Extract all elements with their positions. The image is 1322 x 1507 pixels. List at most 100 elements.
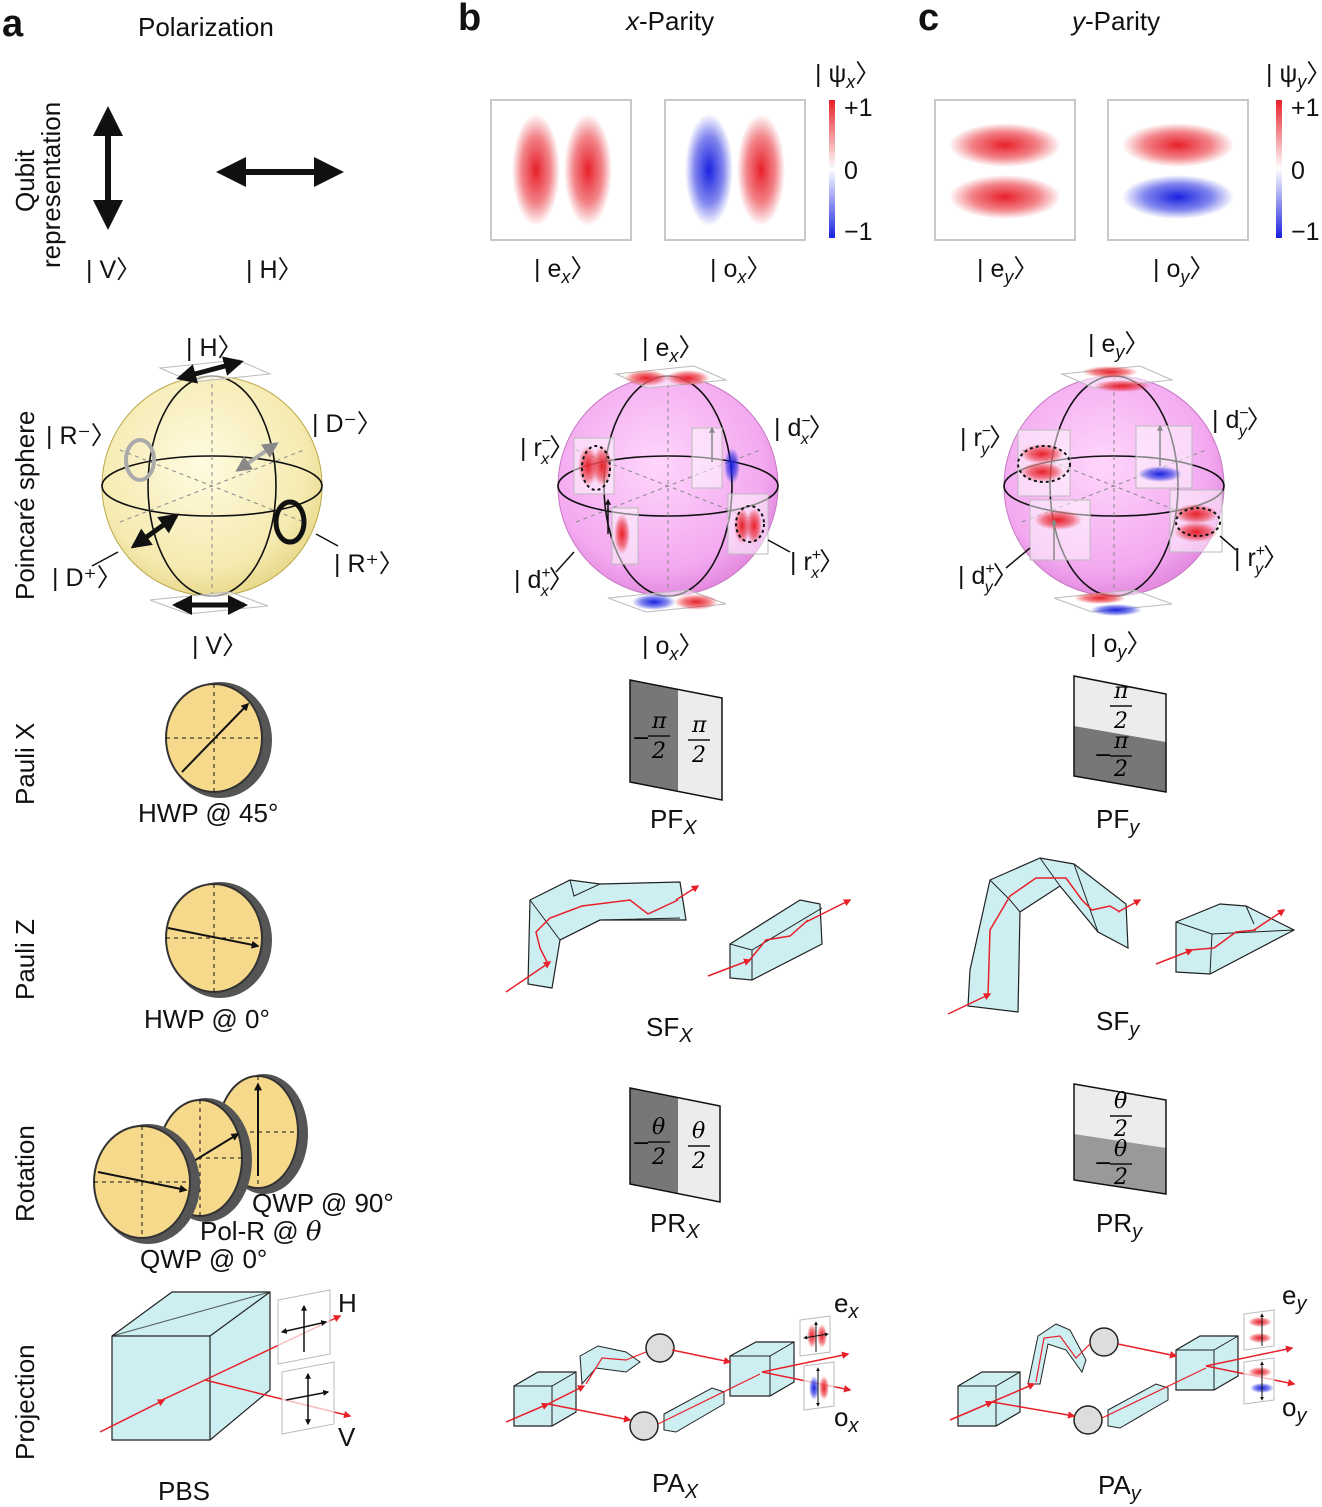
pry-bot-num: θ xyxy=(1114,1137,1127,1162)
mode-image-ox xyxy=(664,99,806,241)
sphere-a-r-minus: | R⁻〉 xyxy=(46,422,116,450)
ket-ox: | ox〉 xyxy=(710,255,771,287)
caption-hwp-45: HWP @ 45° xyxy=(138,798,278,828)
colorbar-c-mid: 0 xyxy=(1291,157,1305,185)
prx-right-den: 2 xyxy=(691,1149,706,1174)
poincare-sphere-b xyxy=(555,365,791,613)
colorbar-b xyxy=(829,100,835,238)
caption-pf-y: PFy xyxy=(1096,804,1140,839)
pfx-neg: − xyxy=(632,726,650,751)
colorbar-b-mid: 0 xyxy=(844,157,858,185)
hwp-0-waveplate-icon xyxy=(165,882,272,998)
sphere-b-top: | ex〉 xyxy=(642,334,703,366)
sphere-c-r-minus: | r− y〉 xyxy=(960,423,1014,458)
pry-bot-den: 2 xyxy=(1113,1165,1128,1190)
sphere-c-top: | ey〉 xyxy=(1088,330,1149,362)
caption-pr-x: PRX xyxy=(650,1208,700,1243)
colorbar-b-bottom: −1 xyxy=(844,218,873,246)
pfx-right-num: π xyxy=(691,713,707,738)
spatial-flip-x-prisms xyxy=(505,879,852,993)
pbs-h-output: H xyxy=(338,1288,357,1318)
panel-label-b: b xyxy=(458,0,481,39)
mode-image-ex xyxy=(490,99,632,241)
sphere-b-d-minus: | d− x〉 xyxy=(774,413,834,448)
sphere-c-d-minus: | d− y〉 xyxy=(1212,405,1272,440)
caption-qwp-90: QWP @ 90° xyxy=(252,1188,394,1218)
sphere-c-d-plus: | d+ y〉 xyxy=(958,561,1018,596)
caption-sf-y: SFy xyxy=(1096,1006,1140,1041)
pfx-left-num: π xyxy=(651,709,667,734)
sphere-c-r-plus: | r+ y〉 xyxy=(1234,543,1288,578)
sphere-a-d-minus: | D⁻〉 xyxy=(312,410,382,438)
row-label-projection: Projection xyxy=(10,1344,40,1460)
poincare-sphere-c xyxy=(1003,365,1237,616)
caption-pa-x: PAX xyxy=(652,1468,699,1503)
hwp-45-waveplate-icon xyxy=(165,682,272,798)
row-label-qubit-2: representation xyxy=(36,102,66,268)
sphere-a-bottom: | V〉 xyxy=(192,632,247,660)
sphere-a-top: | H〉 xyxy=(186,334,243,362)
pry-neg: − xyxy=(1094,1151,1112,1176)
pbs-cube-icon xyxy=(99,1289,352,1441)
header-polarization: Polarization xyxy=(138,12,274,42)
parity-analyzer-y xyxy=(949,1309,1296,1435)
panel-label-a: a xyxy=(2,3,24,45)
caption-pbs: PBS xyxy=(158,1476,210,1506)
pa-y-even-output: ey xyxy=(1282,1280,1307,1315)
phase-rotator-x-plate xyxy=(629,1087,721,1203)
sphere-b-r-plus: | r+ x〉 xyxy=(790,547,844,582)
colorbar-c-label: | ψy〉 xyxy=(1266,60,1322,92)
panel-label-c: c xyxy=(918,0,939,39)
caption-pr-y: PRy xyxy=(1096,1208,1143,1243)
pfy-neg: − xyxy=(1094,743,1112,768)
pry-top-num: θ xyxy=(1114,1089,1127,1114)
colorbar-c-top: +1 xyxy=(1291,94,1320,122)
pa-y-odd-output: oy xyxy=(1282,1392,1307,1427)
ket-ey: | ey〉 xyxy=(977,255,1038,287)
sphere-b-bottom: | ox〉 xyxy=(642,632,703,664)
ket-v: | V〉 xyxy=(86,256,141,284)
sphere-a-d-plus: | D⁺〉 xyxy=(52,564,122,592)
row-label-poincare: Poincaré sphere xyxy=(10,411,40,600)
ket-h: | H〉 xyxy=(246,256,303,284)
pa-x-even-output: ex xyxy=(834,1288,859,1323)
prx-left-den: 2 xyxy=(651,1145,666,1170)
header-x-parity: x-Parity xyxy=(624,6,714,36)
sphere-c-bottom: | oy〉 xyxy=(1090,630,1151,662)
pfy-top-den: 2 xyxy=(1113,709,1128,734)
pfy-top-num: π xyxy=(1113,679,1129,704)
phase-flip-y-plate xyxy=(1073,675,1167,793)
pa-x-odd-output: ox xyxy=(834,1402,859,1437)
pfx-right-den: 2 xyxy=(691,743,706,768)
pfy-bot-den: 2 xyxy=(1113,757,1128,782)
caption-pol-r: Pol-R @ θ xyxy=(200,1216,322,1247)
spatial-flip-y-prisms xyxy=(947,857,1296,1015)
prx-right-num: θ xyxy=(692,1119,705,1144)
sphere-b-r-minus: | r− x〉 xyxy=(520,433,574,468)
ket-oy: | oy〉 xyxy=(1153,255,1214,287)
prx-left-num: θ xyxy=(652,1115,665,1140)
parity-analyzer-x xyxy=(505,1315,852,1441)
prx-neg: − xyxy=(632,1131,650,1156)
caption-sf-x: SFX xyxy=(646,1012,693,1047)
sphere-b-d-plus: | d+ x〉 xyxy=(514,565,574,600)
row-label-rotation: Rotation xyxy=(10,1125,40,1222)
caption-pf-x: PFX xyxy=(650,804,697,839)
pfy-bot-num: π xyxy=(1113,729,1129,754)
qwp-0-waveplate-icon xyxy=(93,1124,200,1244)
mode-image-ey xyxy=(934,99,1076,241)
header-y-parity: y-Parity xyxy=(1070,6,1160,36)
caption-qwp-0: QWP @ 0° xyxy=(140,1244,267,1274)
poincare-sphere-a xyxy=(91,356,339,615)
caption-hwp-0: HWP @ 0° xyxy=(144,1004,270,1034)
colorbar-c xyxy=(1276,100,1282,238)
row-label-pauli-x: Pauli X xyxy=(10,723,40,805)
sphere-a-r-plus: | R⁺〉 xyxy=(334,550,404,578)
pbs-v-output: V xyxy=(338,1422,356,1452)
caption-pa-y: PAy xyxy=(1098,1470,1142,1505)
row-label-qubit-1: Qubit xyxy=(10,149,40,212)
pry-top-den: 2 xyxy=(1113,1117,1128,1142)
row-label-pauli-z: Pauli Z xyxy=(10,919,40,1000)
colorbar-b-top: +1 xyxy=(844,94,873,122)
